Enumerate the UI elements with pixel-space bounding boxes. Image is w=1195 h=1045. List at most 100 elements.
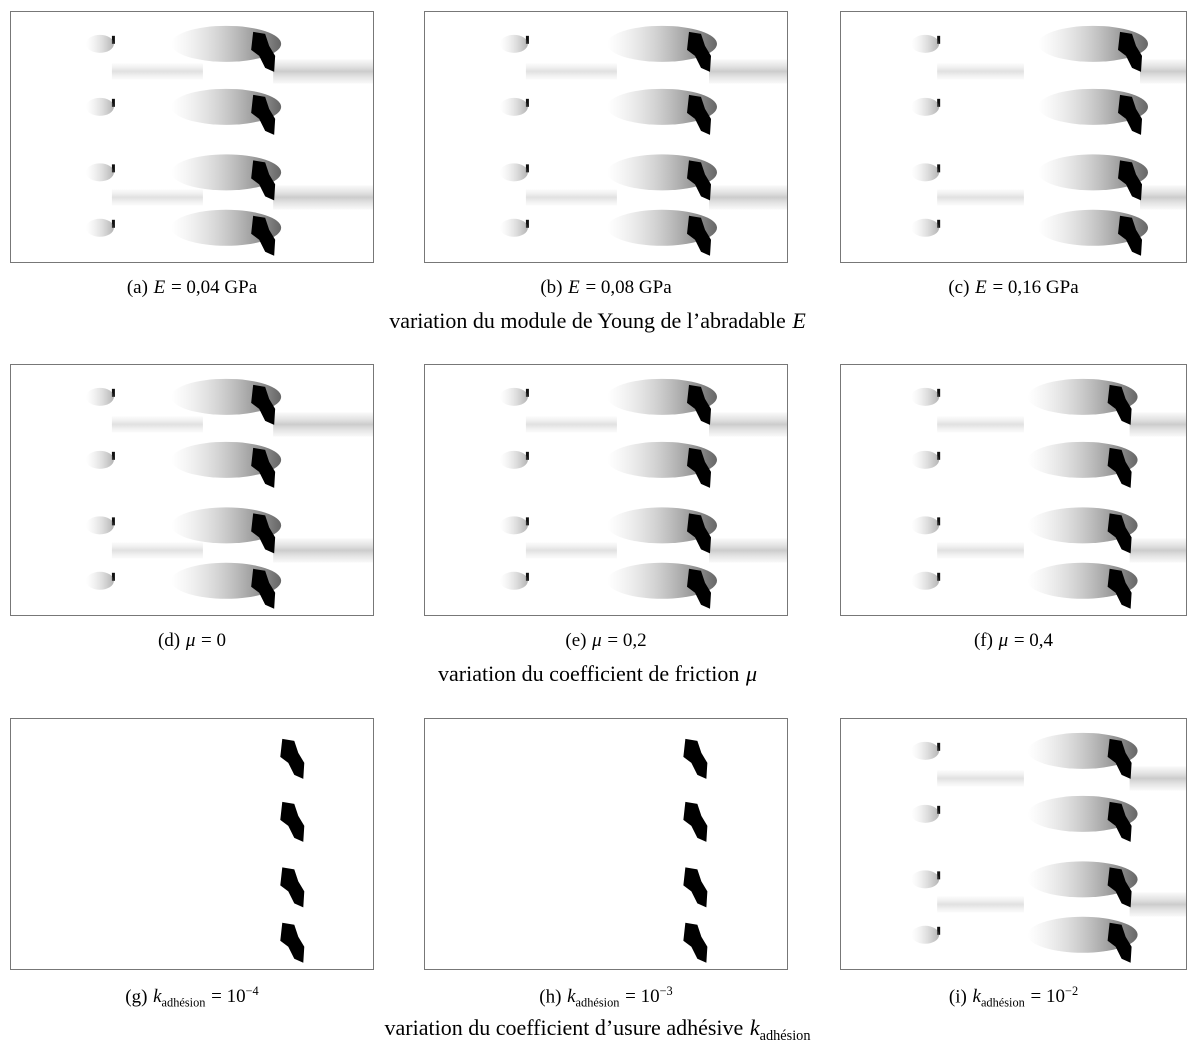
wear-band (1129, 538, 1187, 563)
contact-mark (111, 98, 115, 107)
panel-frame (840, 718, 1187, 970)
panel-caption: (d) μ = 0 (10, 630, 374, 652)
caption-part: E (792, 308, 806, 333)
small-tail (499, 571, 528, 590)
panel-caption: (b) E = 0,08 GPa (424, 277, 788, 299)
panel-label: (f) (973, 630, 993, 651)
wear-band (1140, 185, 1187, 210)
wear-band (525, 189, 617, 206)
caption-part: −4 (245, 984, 259, 998)
caption-part: E (153, 277, 166, 298)
simulation-map (424, 718, 788, 970)
wear-band (1129, 412, 1187, 437)
contact-mark (111, 219, 115, 228)
caption-part: = 0,2 (607, 630, 647, 651)
panel-label: (d) (157, 630, 181, 651)
simulation-map (840, 364, 1187, 616)
wear-spot (1107, 384, 1132, 425)
small-tail (911, 387, 940, 406)
panel-label: (c) (948, 277, 970, 298)
wear-band (111, 416, 203, 433)
wear-band (709, 412, 788, 437)
wear-spot (683, 867, 708, 908)
caption-part: = 10 (1030, 986, 1065, 1008)
small-tail (499, 97, 528, 116)
caption-part: −2 (1064, 984, 1079, 998)
caption-part: k (972, 986, 981, 1008)
wear-spot (280, 801, 305, 842)
simulation-map (424, 11, 788, 263)
wear-band (937, 770, 1024, 787)
small-tail (911, 741, 940, 760)
small-tail (85, 34, 114, 53)
panel-frame (840, 11, 1187, 263)
caption-part: E (568, 277, 580, 298)
wear-band (709, 59, 788, 84)
wear-spot (1118, 215, 1143, 256)
wear-band (1140, 59, 1187, 84)
contact-mark (525, 98, 529, 107)
wear-band (937, 542, 1024, 559)
wear-spot (1118, 31, 1143, 72)
wear-band (111, 542, 203, 559)
contact-mark (111, 451, 115, 460)
wear-spot (1107, 513, 1132, 554)
contact-mark (111, 388, 115, 397)
simulation-map (424, 364, 788, 616)
wear-band (1129, 892, 1187, 917)
wear-spot (280, 922, 305, 963)
contact-mark (937, 805, 941, 814)
wear-band (111, 189, 203, 206)
caption-part: variation du coefficient de friction (437, 661, 740, 686)
simulation-map (840, 11, 1187, 263)
wear-band (525, 416, 617, 433)
contact-mark (937, 926, 941, 935)
contact-mark (937, 517, 941, 526)
wear-band (111, 63, 203, 80)
panel-caption: (g) kadhésion = 10−4 (10, 984, 374, 1011)
small-tail (85, 571, 114, 590)
small-tail (911, 571, 940, 590)
wear-spot (251, 215, 276, 256)
wear-spot (251, 447, 276, 488)
panel-caption: (a) E = 0,04 GPa (10, 277, 374, 299)
wear-spot (280, 867, 305, 908)
contact-mark (937, 451, 941, 460)
contact-mark (525, 572, 529, 581)
panel-label: (a) (126, 277, 148, 298)
panel-label: (b) (540, 277, 563, 298)
small-tail (499, 516, 528, 535)
simulation-map (840, 718, 1187, 970)
caption-part: k (153, 986, 162, 1008)
panel-frame (10, 364, 374, 616)
caption-part: adhésion (759, 1028, 811, 1044)
small-tail (911, 163, 940, 182)
caption-part: = 0,08 GPa (585, 277, 672, 298)
wear-spot (687, 160, 711, 201)
panel-label: (h) (539, 986, 562, 1008)
small-tail (499, 387, 528, 406)
contact-mark (937, 388, 941, 397)
contact-mark (525, 388, 529, 397)
wear-band (709, 538, 788, 563)
wear-band (1129, 766, 1187, 791)
contact-mark (525, 451, 529, 460)
wear-spot (1107, 447, 1132, 488)
caption-part: adhésion (980, 995, 1025, 1010)
panel-caption: (f) μ = 0,4 (840, 630, 1187, 652)
wear-spot (687, 215, 711, 256)
wear-spot (251, 513, 276, 554)
wear-band (273, 185, 374, 210)
caption-part: variation du module de Young de l’abrada… (389, 308, 786, 333)
panel-label: (g) (125, 986, 148, 1008)
caption-part: μ (185, 630, 196, 651)
small-tail (911, 97, 940, 116)
caption-part: = 0,16 GPa (992, 277, 1079, 298)
caption-part: adhésion (161, 995, 206, 1010)
wear-band (273, 59, 374, 84)
wear-band (525, 542, 617, 559)
wear-spot (251, 94, 276, 135)
small-tail (911, 516, 940, 535)
wear-spot (1107, 801, 1132, 842)
